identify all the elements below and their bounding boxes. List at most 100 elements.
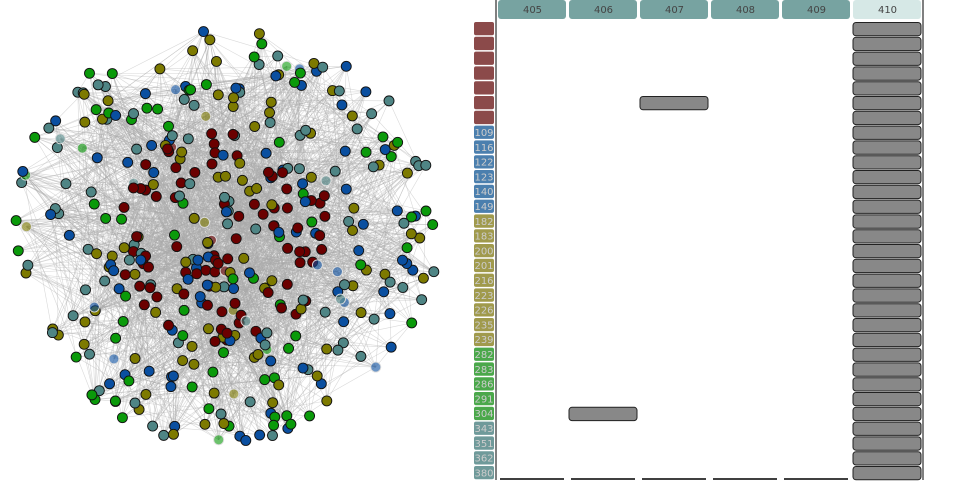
node[interactable] [322,344,332,354]
node[interactable] [11,216,21,226]
node[interactable] [207,129,217,139]
matrix-cell[interactable] [853,467,921,480]
node[interactable] [255,430,265,440]
node[interactable] [207,159,217,169]
node[interactable] [110,396,120,406]
node[interactable] [123,157,133,167]
node[interactable] [230,298,240,308]
matrix-cell[interactable] [853,23,921,36]
node[interactable] [44,123,54,133]
node[interactable] [219,418,229,428]
node[interactable] [190,167,200,177]
node[interactable] [320,211,330,221]
node[interactable] [274,227,284,237]
node[interactable] [356,351,366,361]
node[interactable] [149,168,159,178]
node[interactable] [241,435,251,445]
node[interactable] [87,390,97,400]
node[interactable] [385,277,395,287]
node[interactable] [21,222,31,232]
node[interactable] [260,340,270,350]
matrix-cell[interactable] [853,97,921,110]
node[interactable] [109,354,119,364]
node[interactable] [306,172,316,182]
row-header[interactable] [474,22,494,35]
node[interactable] [229,284,239,294]
matrix-cell[interactable] [853,82,921,95]
node[interactable] [356,260,366,270]
node[interactable] [397,255,407,265]
node[interactable] [130,269,140,279]
node[interactable] [239,253,249,263]
node[interactable] [64,230,74,240]
node[interactable] [141,389,151,399]
node[interactable] [283,243,293,253]
node[interactable] [298,363,308,373]
node[interactable] [164,320,174,330]
node[interactable] [142,103,152,113]
node[interactable] [109,266,119,276]
node[interactable] [392,206,402,216]
node[interactable] [153,104,163,114]
node[interactable] [349,203,359,213]
node[interactable] [118,316,128,326]
node[interactable] [237,175,247,185]
matrix-cell[interactable] [853,200,921,213]
node[interactable] [220,192,230,202]
node[interactable] [340,146,350,156]
node[interactable] [398,282,408,292]
node[interactable] [192,269,202,279]
node[interactable] [186,85,196,95]
node[interactable] [295,258,305,268]
matrix-cell[interactable] [853,67,921,80]
matrix-cell[interactable] [853,452,921,465]
matrix-cell[interactable] [853,274,921,287]
node[interactable] [300,197,310,207]
node[interactable] [117,214,127,224]
node[interactable] [119,243,129,253]
node[interactable] [367,109,377,119]
node[interactable] [148,180,158,190]
node[interactable] [428,220,438,230]
node[interactable] [245,397,255,407]
node[interactable] [189,213,199,223]
matrix-cell[interactable] [853,289,921,302]
node[interactable] [136,255,146,265]
node[interactable] [344,216,354,226]
node[interactable] [210,336,220,346]
node[interactable] [171,85,181,95]
node[interactable] [268,398,278,408]
node[interactable] [229,93,239,103]
node[interactable] [337,100,347,110]
node[interactable] [223,219,233,229]
node[interactable] [263,288,273,298]
node[interactable] [253,349,263,359]
node[interactable] [169,230,179,240]
node[interactable] [23,260,33,270]
node[interactable] [252,183,262,193]
node[interactable] [79,339,89,349]
node[interactable] [333,345,343,355]
node[interactable] [282,184,292,194]
node[interactable] [188,46,198,56]
node[interactable] [46,209,56,219]
node[interactable] [352,124,362,134]
node[interactable] [124,255,134,265]
node[interactable] [135,281,145,291]
row-header[interactable] [474,52,494,65]
node[interactable] [85,349,95,359]
node[interactable] [223,254,233,264]
node[interactable] [361,87,371,97]
node[interactable] [80,117,90,127]
node[interactable] [335,294,345,304]
matrix-cell[interactable] [853,111,921,124]
matrix-cell[interactable] [853,259,921,272]
matrix-cell[interactable] [640,97,708,110]
node[interactable] [369,314,379,324]
node[interactable] [61,179,71,189]
node[interactable] [267,431,277,441]
node[interactable] [234,211,244,221]
node[interactable] [89,302,99,312]
node[interactable] [187,341,197,351]
node[interactable] [111,110,121,120]
